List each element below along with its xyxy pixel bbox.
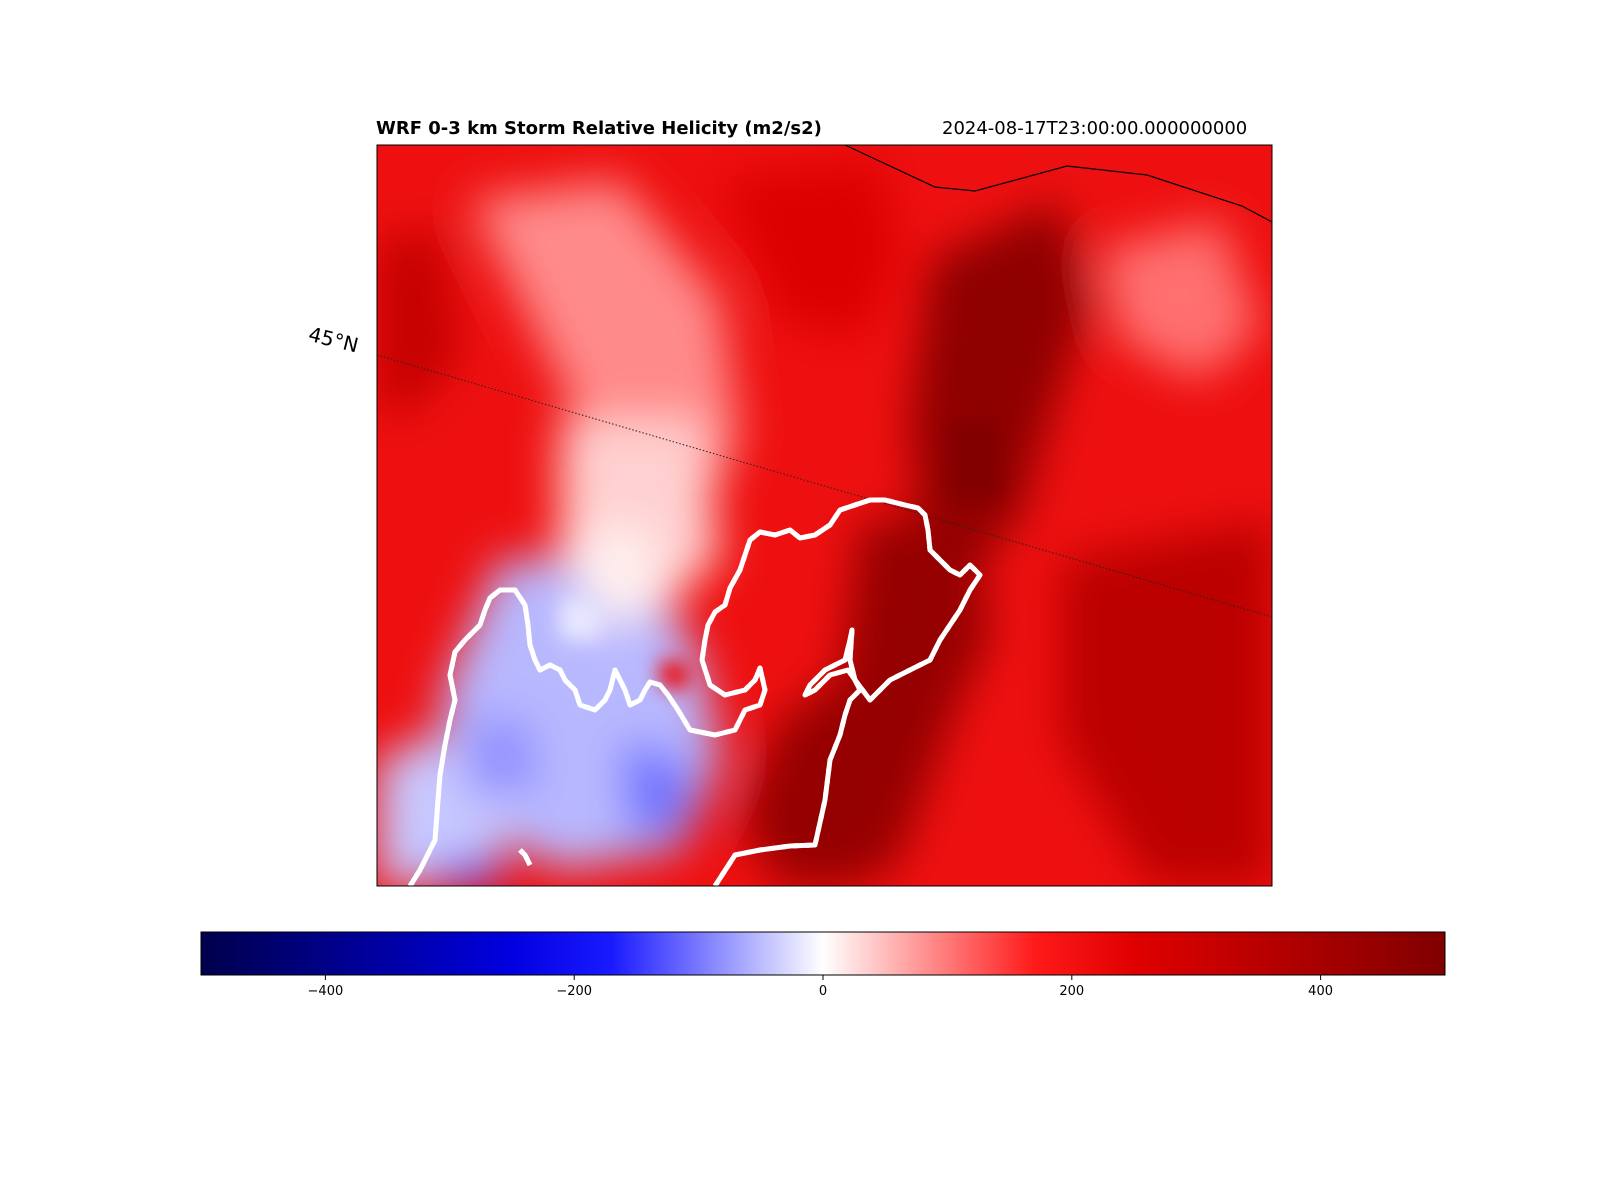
colorbar (200, 931, 1446, 980)
colorbar-tick-label: −200 (556, 984, 593, 999)
colorbar-tick-label: 0 (818, 984, 828, 999)
helicity-field (377, 145, 1272, 886)
valid-time: 2024-08-17T23:00:00.000000000 (942, 118, 1248, 139)
chart-title: WRF 0-3 km Storm Relative Helicity (m2/s… (376, 118, 822, 139)
colorbar-tick-label: −400 (307, 984, 344, 999)
colorbar-gradient (200, 931, 1446, 976)
latitude-gridline (376, 354, 1273, 618)
colorbar-tick-label: 400 (1308, 984, 1333, 999)
map-frame (376, 144, 1273, 887)
state-border-dashed (410, 497, 983, 886)
colorbar-tick-label: 200 (1059, 984, 1085, 999)
coastline (844, 144, 1273, 223)
